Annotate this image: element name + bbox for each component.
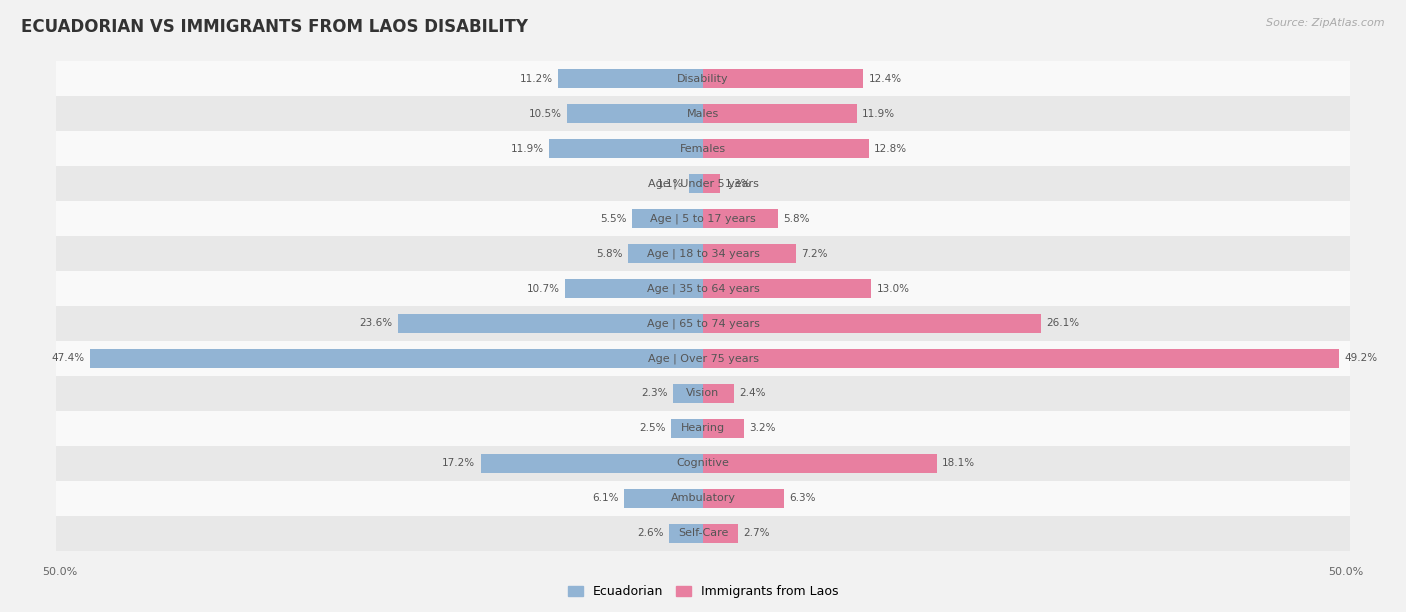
Bar xyxy=(689,174,703,193)
Text: 18.1%: 18.1% xyxy=(942,458,976,468)
Text: 2.7%: 2.7% xyxy=(744,528,769,539)
Text: 5.8%: 5.8% xyxy=(596,248,623,258)
Bar xyxy=(56,271,1350,306)
Bar xyxy=(703,419,744,438)
Text: 7.2%: 7.2% xyxy=(801,248,828,258)
Bar xyxy=(703,174,720,193)
Bar xyxy=(703,139,869,159)
Bar xyxy=(398,314,703,333)
Text: 12.8%: 12.8% xyxy=(873,144,907,154)
Text: 10.7%: 10.7% xyxy=(526,283,560,294)
Text: Females: Females xyxy=(681,144,725,154)
Text: Disability: Disability xyxy=(678,73,728,84)
Text: 2.4%: 2.4% xyxy=(740,389,766,398)
Text: 6.3%: 6.3% xyxy=(790,493,815,503)
Bar xyxy=(703,349,1340,368)
Text: Hearing: Hearing xyxy=(681,424,725,433)
Text: 2.5%: 2.5% xyxy=(638,424,665,433)
Bar xyxy=(703,244,796,263)
Text: Ambulatory: Ambulatory xyxy=(671,493,735,503)
Bar xyxy=(703,524,738,543)
Text: 2.3%: 2.3% xyxy=(641,389,668,398)
Bar xyxy=(703,209,778,228)
Text: 1.1%: 1.1% xyxy=(657,179,683,188)
Text: 50.0%: 50.0% xyxy=(42,567,77,577)
Text: 3.2%: 3.2% xyxy=(749,424,776,433)
Bar xyxy=(624,489,703,508)
Bar xyxy=(703,279,872,298)
Bar xyxy=(56,446,1350,481)
Text: 26.1%: 26.1% xyxy=(1046,318,1078,329)
Text: 10.5%: 10.5% xyxy=(529,109,562,119)
Text: Self-Care: Self-Care xyxy=(678,528,728,539)
Text: 11.9%: 11.9% xyxy=(862,109,896,119)
Bar xyxy=(703,314,1040,333)
Text: 23.6%: 23.6% xyxy=(360,318,392,329)
Bar xyxy=(56,61,1350,96)
Bar xyxy=(631,209,703,228)
Text: 13.0%: 13.0% xyxy=(876,283,910,294)
Text: 5.8%: 5.8% xyxy=(783,214,810,223)
Bar xyxy=(703,489,785,508)
Text: Age | 65 to 74 years: Age | 65 to 74 years xyxy=(647,318,759,329)
Bar xyxy=(669,524,703,543)
Bar xyxy=(703,104,856,123)
Bar xyxy=(671,419,703,438)
Bar xyxy=(558,69,703,88)
Bar xyxy=(703,384,734,403)
Legend: Ecuadorian, Immigrants from Laos: Ecuadorian, Immigrants from Laos xyxy=(562,580,844,603)
Text: 47.4%: 47.4% xyxy=(52,354,84,364)
Text: Vision: Vision xyxy=(686,389,720,398)
Bar xyxy=(56,376,1350,411)
Text: 2.6%: 2.6% xyxy=(638,528,664,539)
Bar xyxy=(56,411,1350,446)
Bar xyxy=(56,516,1350,551)
Text: 12.4%: 12.4% xyxy=(869,73,901,84)
Bar xyxy=(56,481,1350,516)
Text: Age | 18 to 34 years: Age | 18 to 34 years xyxy=(647,248,759,259)
Text: Males: Males xyxy=(688,109,718,119)
Bar xyxy=(90,349,703,368)
Text: 50.0%: 50.0% xyxy=(1329,567,1364,577)
Bar xyxy=(56,306,1350,341)
Bar xyxy=(673,384,703,403)
Text: 1.3%: 1.3% xyxy=(725,179,751,188)
Text: Cognitive: Cognitive xyxy=(676,458,730,468)
Bar xyxy=(481,453,703,473)
Bar xyxy=(567,104,703,123)
Text: Age | Over 75 years: Age | Over 75 years xyxy=(648,353,758,364)
Bar xyxy=(56,341,1350,376)
Text: 17.2%: 17.2% xyxy=(443,458,475,468)
Bar xyxy=(56,96,1350,131)
Bar xyxy=(56,201,1350,236)
Bar xyxy=(628,244,703,263)
Text: Source: ZipAtlas.com: Source: ZipAtlas.com xyxy=(1267,18,1385,28)
Text: ECUADORIAN VS IMMIGRANTS FROM LAOS DISABILITY: ECUADORIAN VS IMMIGRANTS FROM LAOS DISAB… xyxy=(21,18,529,36)
Text: Age | Under 5 years: Age | Under 5 years xyxy=(648,178,758,189)
Bar xyxy=(550,139,703,159)
Text: 6.1%: 6.1% xyxy=(592,493,619,503)
Text: 5.5%: 5.5% xyxy=(600,214,627,223)
Bar xyxy=(703,69,863,88)
Bar xyxy=(56,236,1350,271)
Bar xyxy=(703,453,938,473)
Text: 49.2%: 49.2% xyxy=(1344,354,1378,364)
Bar xyxy=(56,131,1350,166)
Text: 11.2%: 11.2% xyxy=(520,73,553,84)
Text: Age | 5 to 17 years: Age | 5 to 17 years xyxy=(650,214,756,224)
Text: 11.9%: 11.9% xyxy=(510,144,544,154)
Bar xyxy=(56,166,1350,201)
Bar xyxy=(565,279,703,298)
Text: Age | 35 to 64 years: Age | 35 to 64 years xyxy=(647,283,759,294)
